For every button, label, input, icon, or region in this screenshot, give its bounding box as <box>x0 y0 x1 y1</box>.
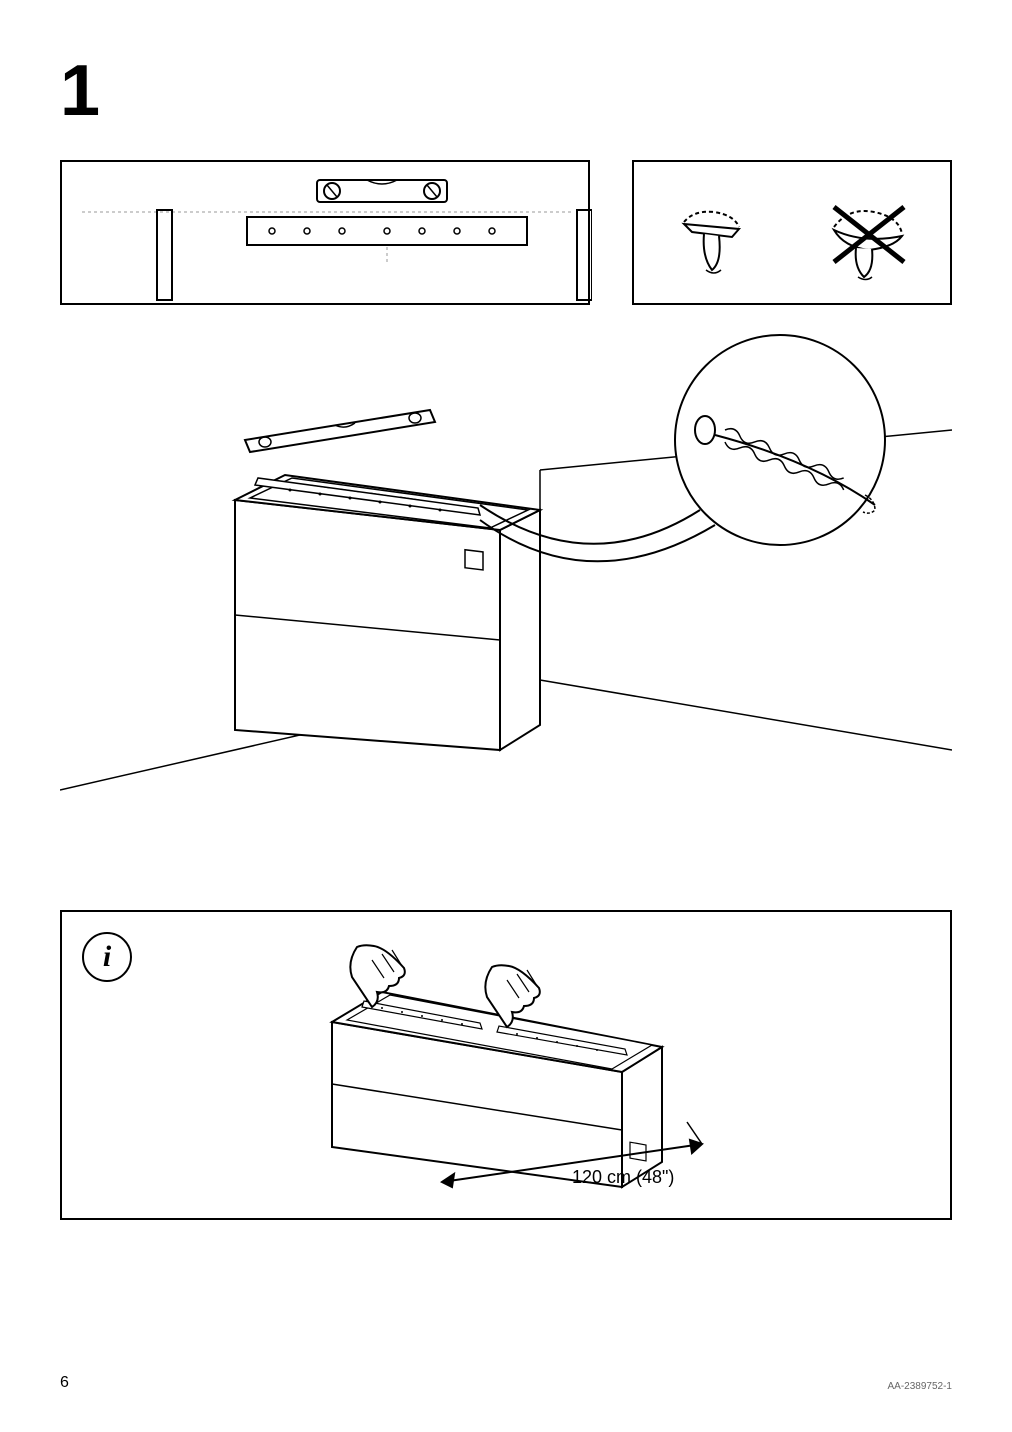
screw-forbidden-icon <box>834 207 904 280</box>
diagram-screw-comparison <box>634 162 954 307</box>
panel-main-isometric <box>60 330 952 820</box>
measurement-label: 120 cm (48") <box>572 1167 674 1188</box>
panel-info-two-person: i <box>60 910 952 1220</box>
panel-screw-comparison <box>632 160 952 305</box>
screw-allowed-icon <box>684 212 739 273</box>
diagram-two-person-lift <box>62 912 950 1218</box>
diagram-cabinet-mount <box>60 330 952 820</box>
info-icon: i <box>82 932 132 982</box>
panel-level-rail <box>60 160 590 305</box>
diagram-level-rail <box>62 162 592 307</box>
cabinet-icon <box>235 410 540 750</box>
step-number: 1 <box>60 50 100 132</box>
document-id: AA-2389752-1 <box>888 1381 953 1392</box>
page-number: 6 <box>60 1374 69 1392</box>
